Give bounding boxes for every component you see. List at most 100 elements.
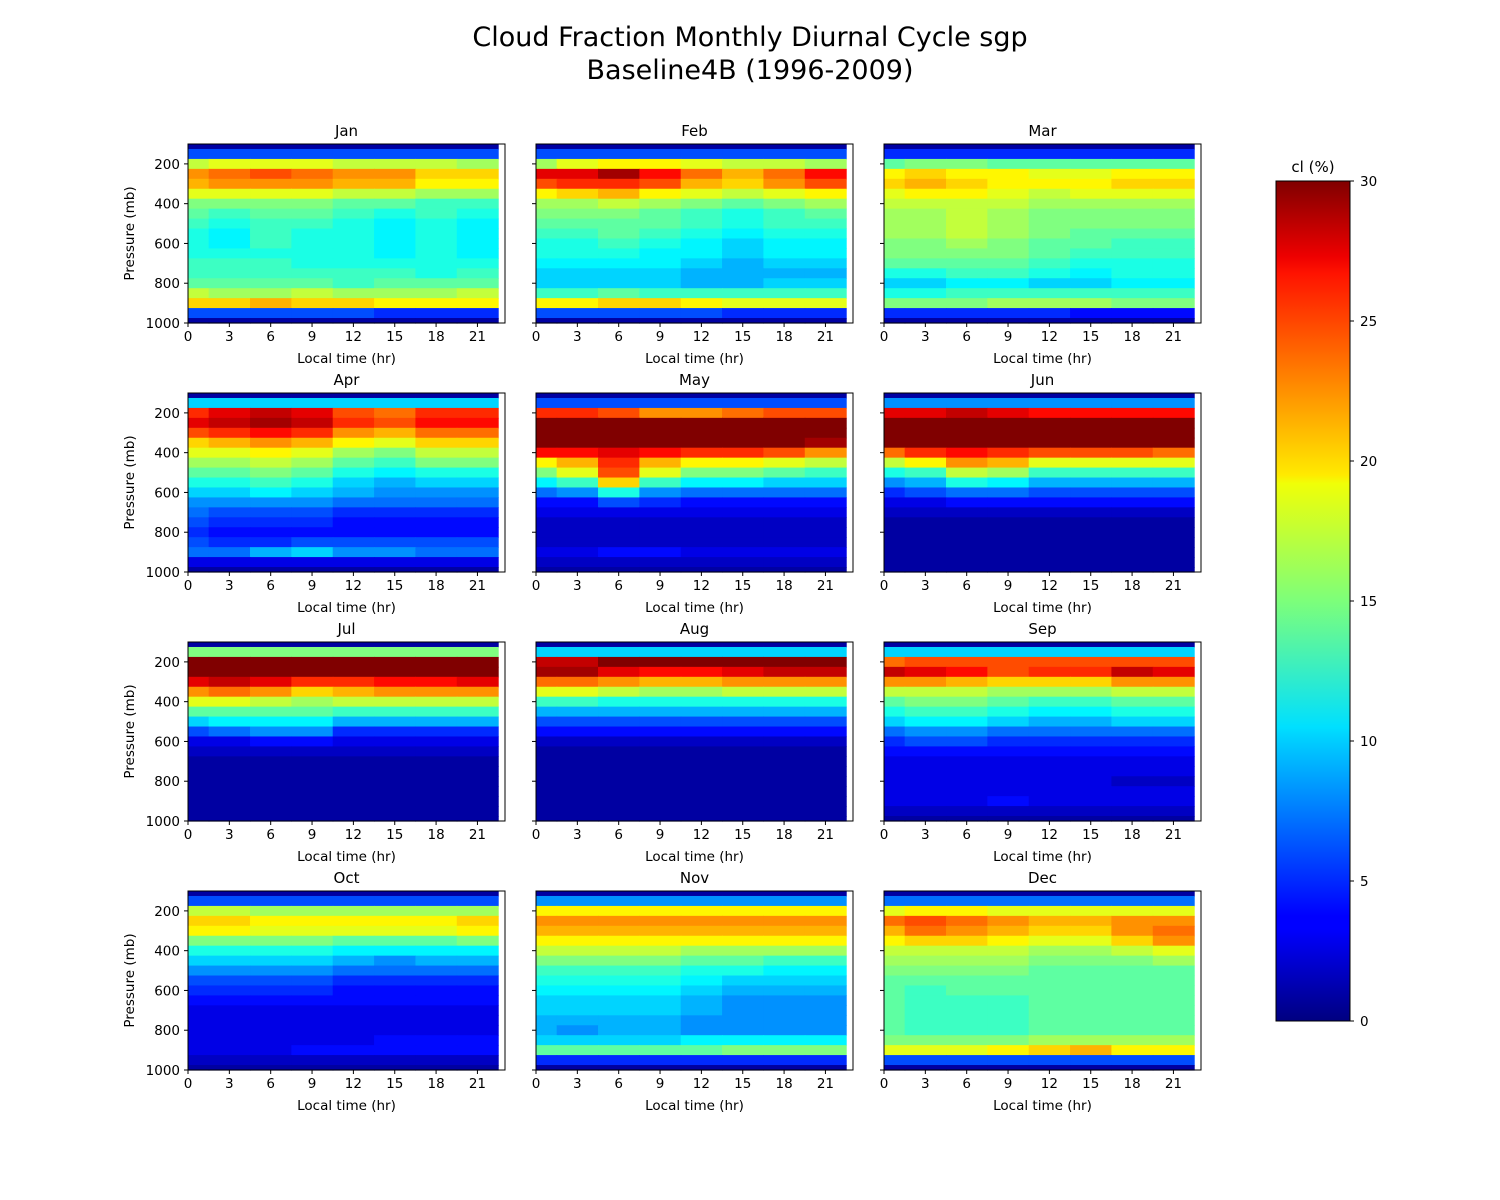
- heatmap-cell: [1028, 268, 1071, 279]
- heatmap-cell: [987, 477, 1030, 489]
- heatmap-cell: [804, 208, 847, 220]
- heatmap-cell: [415, 796, 458, 807]
- heatmap-cell: [374, 696, 417, 708]
- heatmap-cell: [987, 487, 1030, 499]
- heatmap-cell: [556, 756, 599, 767]
- heatmap-cell: [904, 208, 947, 220]
- heatmap-cell: [332, 557, 375, 568]
- x-axis-label: Local time (hr): [993, 849, 1092, 865]
- heatmap-cell: [1028, 766, 1071, 777]
- heatmap-cell: [639, 786, 682, 797]
- heatmap-cell: [556, 676, 599, 688]
- heatmap-cell: [374, 288, 417, 299]
- heatmap-cell: [987, 407, 1030, 419]
- heatmap-cells: [536, 891, 847, 1071]
- heatmap-cell: [415, 537, 458, 548]
- heatmap-cell: [556, 397, 599, 409]
- heatmap-cell: [884, 995, 906, 1006]
- heatmap-cell: [987, 796, 1030, 807]
- heatmap-cell: [1070, 776, 1113, 787]
- heatmap-cell: [536, 298, 558, 309]
- heatmap-cell: [804, 1015, 847, 1026]
- heatmap-cell: [904, 407, 947, 419]
- heatmap-cell: [987, 148, 1030, 160]
- heatmap-cells: [188, 393, 499, 573]
- heatmap-cell: [456, 168, 499, 180]
- heatmap-cell: [884, 816, 906, 822]
- heatmap-cell: [250, 268, 292, 279]
- heatmap-cell: [884, 736, 906, 748]
- heatmap-cell: [680, 746, 723, 757]
- heatmap-cells: [536, 642, 847, 822]
- heatmap-cell: [722, 527, 765, 538]
- heatmap-cell: [188, 965, 210, 977]
- heatmap-cell: [946, 228, 988, 240]
- heatmap-cell: [680, 278, 723, 289]
- heatmap-cell: [884, 248, 906, 259]
- heatmap-cell: [1152, 686, 1195, 698]
- heatmap-cell: [1070, 393, 1113, 399]
- heatmap-cell: [763, 756, 806, 767]
- heatmap-cell: [884, 308, 906, 319]
- heatmap-cell: [208, 278, 251, 289]
- heatmap-cell: [763, 925, 806, 937]
- heatmap-cell: [639, 517, 682, 528]
- heatmap-cell: [639, 646, 682, 658]
- heatmap-cell: [1111, 776, 1154, 787]
- heatmap-cell: [415, 144, 458, 150]
- heatmap-cell: [291, 248, 334, 259]
- heatmap-cell: [904, 393, 947, 399]
- heatmap-cell: [1152, 298, 1195, 309]
- heatmap-cell: [763, 447, 806, 459]
- heatmap-cell: [987, 557, 1030, 568]
- x-tick-label: 9: [656, 578, 665, 594]
- heatmap-cell: [763, 686, 806, 698]
- heatmap-cell: [1070, 308, 1113, 319]
- heatmap-cell: [1111, 447, 1154, 459]
- heatmap-cell: [291, 547, 334, 558]
- heatmap-cell: [1111, 158, 1154, 170]
- heatmap-cell: [415, 318, 458, 324]
- heatmap-cell: [946, 278, 988, 289]
- heatmap-cell: [374, 895, 417, 907]
- x-tick-label: 18: [775, 827, 792, 843]
- heatmap-cell: [946, 318, 988, 324]
- heatmap-cell: [639, 467, 682, 479]
- heatmap-cell: [556, 1055, 599, 1066]
- heatmap-cell: [639, 208, 682, 220]
- heatmap-cell: [598, 457, 640, 469]
- heatmap-cell: [415, 258, 458, 269]
- heatmap-cell: [1111, 975, 1154, 987]
- heatmap-cell: [456, 1035, 499, 1046]
- heatmap-cells: [188, 642, 499, 822]
- heatmap-cell: [904, 945, 947, 957]
- heatmap-cell: [250, 258, 292, 269]
- heatmap-cell: [291, 736, 334, 748]
- heatmap-cell: [374, 1045, 417, 1056]
- heatmap-cell: [946, 1005, 988, 1016]
- heatmap-cell: [722, 158, 765, 170]
- heatmap-cell: [804, 736, 847, 748]
- heatmap-cell: [1070, 188, 1113, 200]
- heatmap-cell: [639, 1045, 682, 1056]
- heatmap-cell: [722, 547, 765, 558]
- heatmap-cell: [374, 278, 417, 289]
- heatmap-cell: [332, 666, 375, 678]
- heatmap-cell: [1028, 706, 1071, 718]
- heatmap-cell: [598, 1065, 640, 1071]
- heatmap-cell: [804, 198, 847, 210]
- heatmap-cell: [804, 1035, 847, 1046]
- heatmap-cell: [884, 288, 906, 299]
- heatmap-cell: [1111, 925, 1154, 937]
- heatmap-cell: [987, 985, 1030, 997]
- heatmap-cell: [291, 188, 334, 200]
- heatmap-cell: [415, 646, 458, 658]
- heatmap-cell: [1152, 527, 1195, 538]
- heatmap-cell: [556, 786, 599, 797]
- heatmap-cell: [332, 756, 375, 767]
- heatmap-cell: [639, 746, 682, 757]
- heatmap-cell: [804, 567, 847, 573]
- heatmap-cell: [639, 198, 682, 210]
- heatmap-cell: [639, 736, 682, 748]
- heatmap-cell: [804, 318, 847, 324]
